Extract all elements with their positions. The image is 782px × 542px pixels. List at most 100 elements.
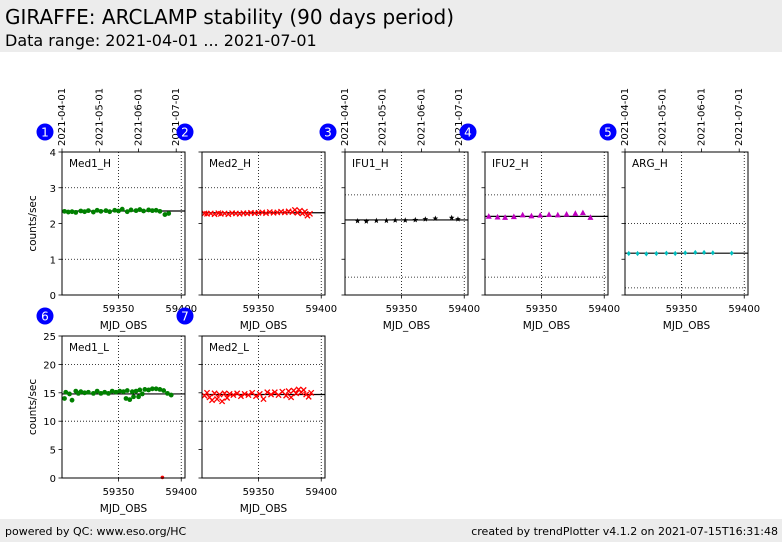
data-point (137, 207, 143, 212)
data-point (90, 390, 96, 396)
data-point (119, 206, 125, 212)
data-point (102, 389, 108, 395)
data-point (308, 389, 315, 396)
panel-number-badge (36, 123, 54, 141)
x-tick-label: 59350 (526, 304, 558, 315)
data-point (422, 216, 429, 222)
data-point (654, 250, 659, 257)
data-point (219, 398, 226, 405)
panel-label: Med2_H (209, 158, 251, 170)
panel-label: Med2_L (209, 342, 249, 354)
panel-number: 6 (41, 310, 49, 324)
data-point (373, 217, 380, 224)
data-point (230, 392, 237, 399)
data-point (392, 217, 399, 223)
data-point (673, 250, 678, 257)
data-point (267, 391, 275, 398)
data-point (62, 208, 67, 214)
data-point (283, 392, 290, 399)
header-band: GIRAFFE: ARCLAMP stability (90 days peri… (0, 0, 782, 52)
x-tick-label: 59400 (305, 487, 337, 498)
data-point (494, 213, 501, 220)
data-point (161, 388, 167, 393)
data-point (153, 386, 159, 392)
y-tick-label: 1 (50, 255, 56, 266)
chart-panel-7: 59350 59400 MJD_OBS Med2_L 7 (176, 307, 337, 515)
x-axis-label: MJD_OBS (663, 320, 711, 332)
data-point (107, 209, 113, 215)
data-point (300, 386, 307, 394)
data-point (693, 249, 698, 256)
data-point (149, 208, 155, 214)
y-tick-label: 25 (43, 332, 56, 343)
plot-frame (201, 151, 326, 296)
data-point (510, 213, 517, 220)
panel-number-badge (319, 123, 337, 141)
data-point (237, 393, 244, 400)
y-tick-label: 10 (43, 417, 56, 428)
chart-panel-6: 0 5 10 15 20 25 59350 59400 MJD_OBS counts/sec Med… (27, 307, 197, 515)
data-point (664, 250, 669, 256)
data-point (626, 250, 631, 257)
panel-number: 5 (604, 126, 612, 140)
panel-number: 3 (324, 126, 332, 140)
data-point (149, 386, 155, 392)
panel-label: IFU2_H (492, 158, 529, 170)
data-point (153, 207, 159, 213)
data-point (69, 209, 75, 215)
data-point (94, 207, 100, 213)
data-point (546, 211, 553, 217)
data-point (288, 394, 295, 401)
footer-band: powered by QC: www.eso.org/HC created by… (0, 519, 782, 542)
x-tick-label: 59350 (103, 304, 135, 315)
data-point (519, 211, 526, 218)
top-date-label: 2021-07-01 (734, 88, 745, 146)
data-point (412, 216, 419, 223)
data-point (554, 211, 561, 218)
data-point (146, 387, 152, 393)
chart-panel-5: 59350 59400 MJD_OBS ARG_H 2021-04-01 2021-05-… (599, 88, 760, 332)
y-tick-label: 5 (50, 446, 56, 457)
data-point (137, 387, 143, 393)
data-point (203, 389, 211, 396)
x-axis-label: MJD_OBS (240, 503, 288, 515)
data-point (82, 390, 87, 396)
data-point (305, 393, 312, 400)
data-point (141, 208, 146, 214)
data-point (142, 386, 148, 392)
data-point (73, 210, 79, 215)
plot-frame (61, 335, 186, 479)
data-point (157, 208, 163, 214)
x-tick-label: 59350 (243, 304, 275, 315)
data-point (455, 216, 461, 222)
plot-frame (344, 151, 469, 296)
top-date-label: 2021-07-01 (454, 88, 465, 146)
data-point (113, 389, 119, 395)
data-point (69, 397, 75, 403)
x-tick-label: 59350 (243, 487, 275, 498)
top-date-label: 2021-05-01 (658, 88, 669, 146)
data-point (572, 210, 579, 216)
data-point (383, 217, 390, 224)
x-axis-label: MJD_OBS (383, 320, 431, 332)
data-point (90, 209, 96, 215)
y-tick-label: 4 (50, 148, 56, 159)
panel-number: 4 (464, 126, 472, 140)
data-point (65, 209, 71, 215)
data-point (260, 395, 267, 403)
x-tick-label: 59400 (305, 304, 337, 315)
data-point (216, 391, 223, 398)
top-date-label: 2021-05-01 (95, 88, 106, 146)
data-point (166, 211, 172, 216)
data-point (98, 208, 104, 214)
top-date-label: 2021-06-01 (697, 88, 708, 146)
page-subtitle: Data range: 2021-04-01 ... 2021-07-01 (5, 31, 317, 50)
data-point (234, 390, 241, 397)
data-point (285, 388, 292, 395)
footer-credit: powered by QC: www.eso.org/HC (5, 525, 187, 538)
chart-panel-1: 012345935059400MJD_OBScounts/secMed1_H20… (27, 88, 197, 332)
y-axis-label: counts/sec (27, 379, 39, 436)
data-point (85, 208, 91, 214)
data-point (116, 208, 121, 214)
